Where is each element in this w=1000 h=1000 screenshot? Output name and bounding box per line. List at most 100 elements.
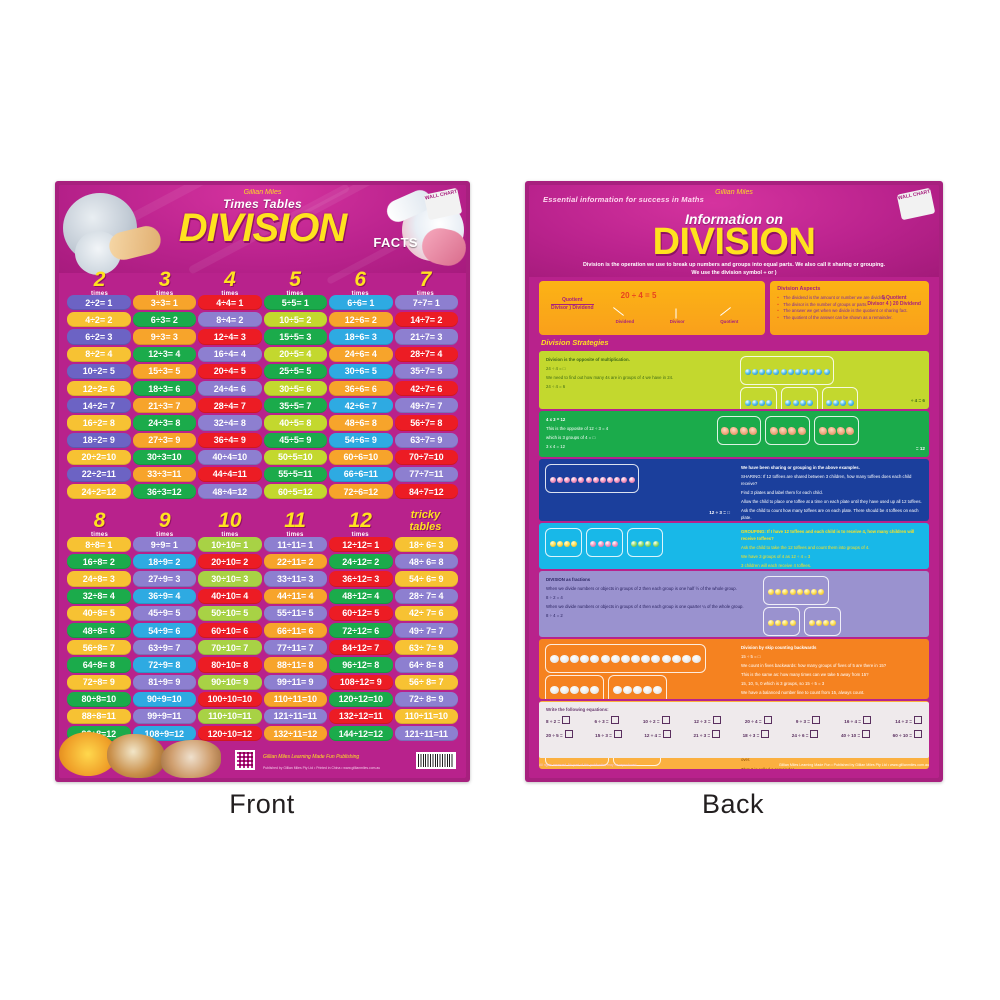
back-footer-left: All rights reserved. No part of this pub… [539, 763, 638, 767]
column-header-number: 10 [218, 509, 242, 532]
fact-cell: 18÷ 6= 3 [394, 537, 458, 553]
practice-question[interactable]: 20 ÷ 5 = [546, 730, 573, 738]
strategy-line: We have been sharing or grouping in the … [741, 465, 860, 470]
fact-cell: 24÷12= 2 [329, 554, 393, 570]
answer-box[interactable] [913, 730, 922, 738]
answer-box[interactable] [663, 730, 672, 738]
answer-box[interactable] [862, 716, 871, 724]
column-header-9: 9 times [132, 510, 197, 538]
practice-question[interactable]: 6 ÷ 3 = [594, 716, 619, 724]
practice-question[interactable]: 8 ÷ 2 = [546, 716, 571, 724]
counter-dot [611, 540, 618, 547]
counter-dot [652, 540, 659, 547]
answer-box[interactable] [613, 730, 622, 738]
sheep-counter [661, 654, 671, 663]
practice-question[interactable]: 18 ÷ 3 = [743, 730, 770, 738]
counter-dot [571, 540, 578, 547]
fact-cell: 88÷8=11 [67, 708, 131, 725]
answer-box[interactable] [862, 730, 871, 738]
practice-question[interactable]: 21 ÷ 3 = [693, 730, 721, 738]
front-bottom-column-headers: 8 times 9 times 10 times 11 times 12 times tricky t… [67, 509, 458, 538]
poster-back[interactable]: Essential information for success in Mat… [525, 181, 943, 782]
object-group [545, 528, 582, 557]
fact-cell: 28÷4= 7 [198, 398, 262, 414]
column-header-12: 12 times [328, 510, 393, 538]
fact-cell: 11÷11= 1 [263, 537, 327, 553]
answer-box[interactable] [661, 716, 670, 724]
back-footer-right: Gillian Miles Learning Made Fun • Publis… [778, 763, 929, 767]
object-group [545, 644, 706, 673]
fact-cell: 24÷6= 4 [329, 346, 393, 362]
front-bottom-art [59, 732, 249, 778]
fact-column-tricky: 18÷ 6= 3 48÷ 6= 8 54÷ 6= 9 28÷ 7= 4 42÷ 7= 6… [394, 537, 458, 742]
strategy-line: We count in fives backwards: how many gr… [741, 663, 887, 669]
back-intro: Division is the operation we use to brea… [551, 261, 917, 277]
caption-front: Front [229, 789, 295, 819]
fact-cell: 90÷10= 9 [198, 674, 262, 690]
practice-question[interactable]: 12 ÷ 4 = [644, 730, 672, 738]
practice-question[interactable]: 24 ÷ 6 = [792, 730, 819, 738]
practice-question[interactable]: 9 ÷ 3 = [796, 716, 820, 724]
counter-dot [789, 619, 796, 626]
practice-question[interactable]: 16 ÷ 4 = [844, 716, 871, 724]
counter-dot [789, 588, 796, 595]
object-group [545, 675, 604, 699]
fact-cell: 48÷4=12 [198, 484, 262, 500]
strategy-band-sharing: 12 ÷ 3 = □ We have been sharing or groupi… [539, 459, 929, 521]
fact-cell: 21÷7= 3 [394, 329, 458, 345]
answer-box[interactable] [913, 716, 922, 724]
fact-column-12: 12÷12= 1 24÷12= 2 36÷12= 3 48÷12= 4 60÷12= 5… [329, 537, 393, 742]
fact-cell: 40÷4=10 [198, 449, 262, 465]
counter-dot [773, 368, 780, 375]
practice-question[interactable]: 12 ÷ 3 = [694, 716, 721, 724]
answer-box[interactable] [562, 716, 571, 724]
practice-question[interactable]: 10 ÷ 2 = [643, 716, 670, 724]
answer-box[interactable] [712, 730, 721, 738]
front-footer-fineprint: Published by Gillian Miles Pty Ltd • Pri… [263, 765, 381, 770]
counter-dot [549, 540, 556, 547]
strategy-illustration: 12 ÷ 3 = □ [539, 459, 734, 521]
fact-cell: 60÷6=10 [329, 449, 393, 465]
object-group [814, 416, 859, 445]
fact-cell: 72÷ 8= 9 [394, 691, 458, 707]
answer-box[interactable] [712, 716, 721, 724]
fact-cell: 6÷3= 2 [132, 312, 196, 328]
fact-cell: 36÷4= 9 [198, 432, 262, 448]
practice-question[interactable]: 60 ÷ 10 = [893, 730, 922, 738]
sheep-counter [631, 654, 641, 663]
practice-question[interactable]: 20 ÷ 4 = [745, 716, 772, 724]
fact-cell: 56÷ 8= 7 [394, 674, 458, 690]
fact-cell: 44÷11= 4 [263, 588, 327, 604]
back-header: Essential information for success in Mat… [529, 185, 939, 277]
poster-front[interactable]: Gillian Miles Times Tables DIVISION FACT… [55, 181, 470, 782]
strategy-line: We have 3 groups of 4 as 12 ÷ 4 = 3 [741, 554, 811, 560]
fact-cell: 20÷5= 4 [263, 346, 327, 362]
fact-cell: 81÷9= 9 [132, 674, 196, 690]
answer-box[interactable] [811, 716, 820, 724]
column-header-number: 7 [419, 268, 432, 291]
answer-box[interactable] [564, 730, 573, 738]
answer-box[interactable] [763, 716, 772, 724]
object-group [763, 607, 801, 636]
practice-question[interactable]: 15 ÷ 3 = [595, 730, 622, 738]
answer-box[interactable] [610, 716, 619, 724]
qr-code[interactable] [235, 750, 255, 770]
back-footer: All rights reserved. No part of this pub… [529, 760, 939, 778]
sheep-counter [620, 654, 630, 663]
answer-box[interactable] [761, 730, 770, 738]
bird-counter [779, 426, 788, 435]
fact-cell: 18÷2= 9 [67, 432, 131, 448]
label-divisor: Divisor [669, 319, 685, 324]
practice-question[interactable]: 40 ÷ 10 = [841, 730, 871, 738]
sheep-counter [559, 654, 569, 663]
aspect-item: The answer we get when we divide is the … [777, 308, 922, 315]
fact-column-11: 11÷11= 1 22÷11= 2 33÷11= 3 44÷11= 4 55÷11= 5… [263, 537, 327, 742]
division-aspects-title: Division Aspects [777, 286, 821, 292]
strategy-line: This is the opposite of 12 ÷ 3 = 4 [546, 426, 609, 432]
fact-cell: 110÷10=11 [198, 708, 262, 725]
counter-dot [830, 619, 837, 626]
practice-question[interactable]: 14 ÷ 2 = [895, 716, 922, 724]
fact-cell: 12÷3= 4 [132, 346, 196, 362]
answer-box[interactable] [810, 730, 819, 738]
fact-column-7: 7÷7= 1 14÷7= 2 21÷7= 3 28÷7= 4 35÷7= 5 42÷7= … [394, 295, 458, 500]
